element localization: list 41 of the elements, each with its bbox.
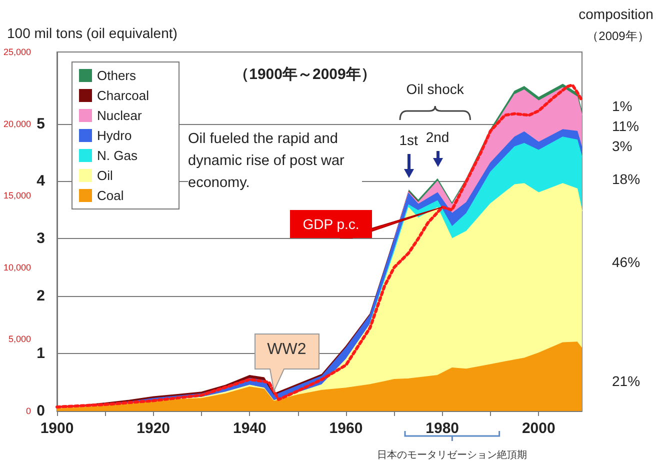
text: 46% xyxy=(612,254,640,270)
annotation: 1st xyxy=(399,132,418,148)
y-tick-label: 5 xyxy=(36,115,45,132)
y-tick-label: 1 xyxy=(36,345,45,362)
x-tick-label: 1920 xyxy=(136,420,170,437)
text: 11% xyxy=(612,118,639,134)
legend-label: Charcoal xyxy=(97,88,150,103)
legend-label: Others xyxy=(97,68,137,83)
y2-tick-label: 15,000 xyxy=(3,190,31,201)
y-axis-title: 100 mil tons (oil equivalent) xyxy=(7,25,178,41)
y2-tick-label: 10,000 xyxy=(3,262,31,272)
y-tick-label: 4 xyxy=(36,172,46,190)
text: 21% xyxy=(612,372,640,389)
text: composition xyxy=(578,6,654,22)
y-tick-label: 0 xyxy=(36,402,45,420)
y2-tick-label: 20,000 xyxy=(3,118,31,129)
x-tick-label: 1940 xyxy=(232,420,266,437)
text: 18% xyxy=(612,171,640,188)
x-tick-label: 2000 xyxy=(522,420,556,437)
annotation: WW2 xyxy=(267,341,306,360)
y-tick-label: 2 xyxy=(36,288,45,305)
annotation: 2nd xyxy=(426,128,450,145)
legend-label: Oil xyxy=(97,168,113,183)
text: 3% xyxy=(612,138,632,154)
text: 1% xyxy=(612,98,632,114)
legend-label: Hydro xyxy=(97,128,132,143)
legend-label: N. Gas xyxy=(97,148,138,163)
annotation: Oil fueled the rapid and dynamic rise of post war economy. xyxy=(188,128,362,194)
text: 日本のモータリゼーション絶頂期 xyxy=(376,448,527,462)
y2-tick-label: 5,000 xyxy=(8,334,31,344)
annotation: Oil shock xyxy=(406,80,464,97)
x-tick-label: 1980 xyxy=(426,420,460,437)
legend-label: Coal xyxy=(97,188,124,203)
y-tick-label: 3 xyxy=(36,230,45,248)
text: （1900年～2009年） xyxy=(234,66,376,83)
x-tick-label: 1900 xyxy=(40,420,74,437)
y2-tick-label: 0 xyxy=(26,406,31,416)
y2-tick-label: 25,000 xyxy=(3,47,31,57)
x-tick-label: 1960 xyxy=(329,420,363,437)
text: （2009年） xyxy=(586,28,650,45)
legend-label: Nuclear xyxy=(97,108,142,123)
